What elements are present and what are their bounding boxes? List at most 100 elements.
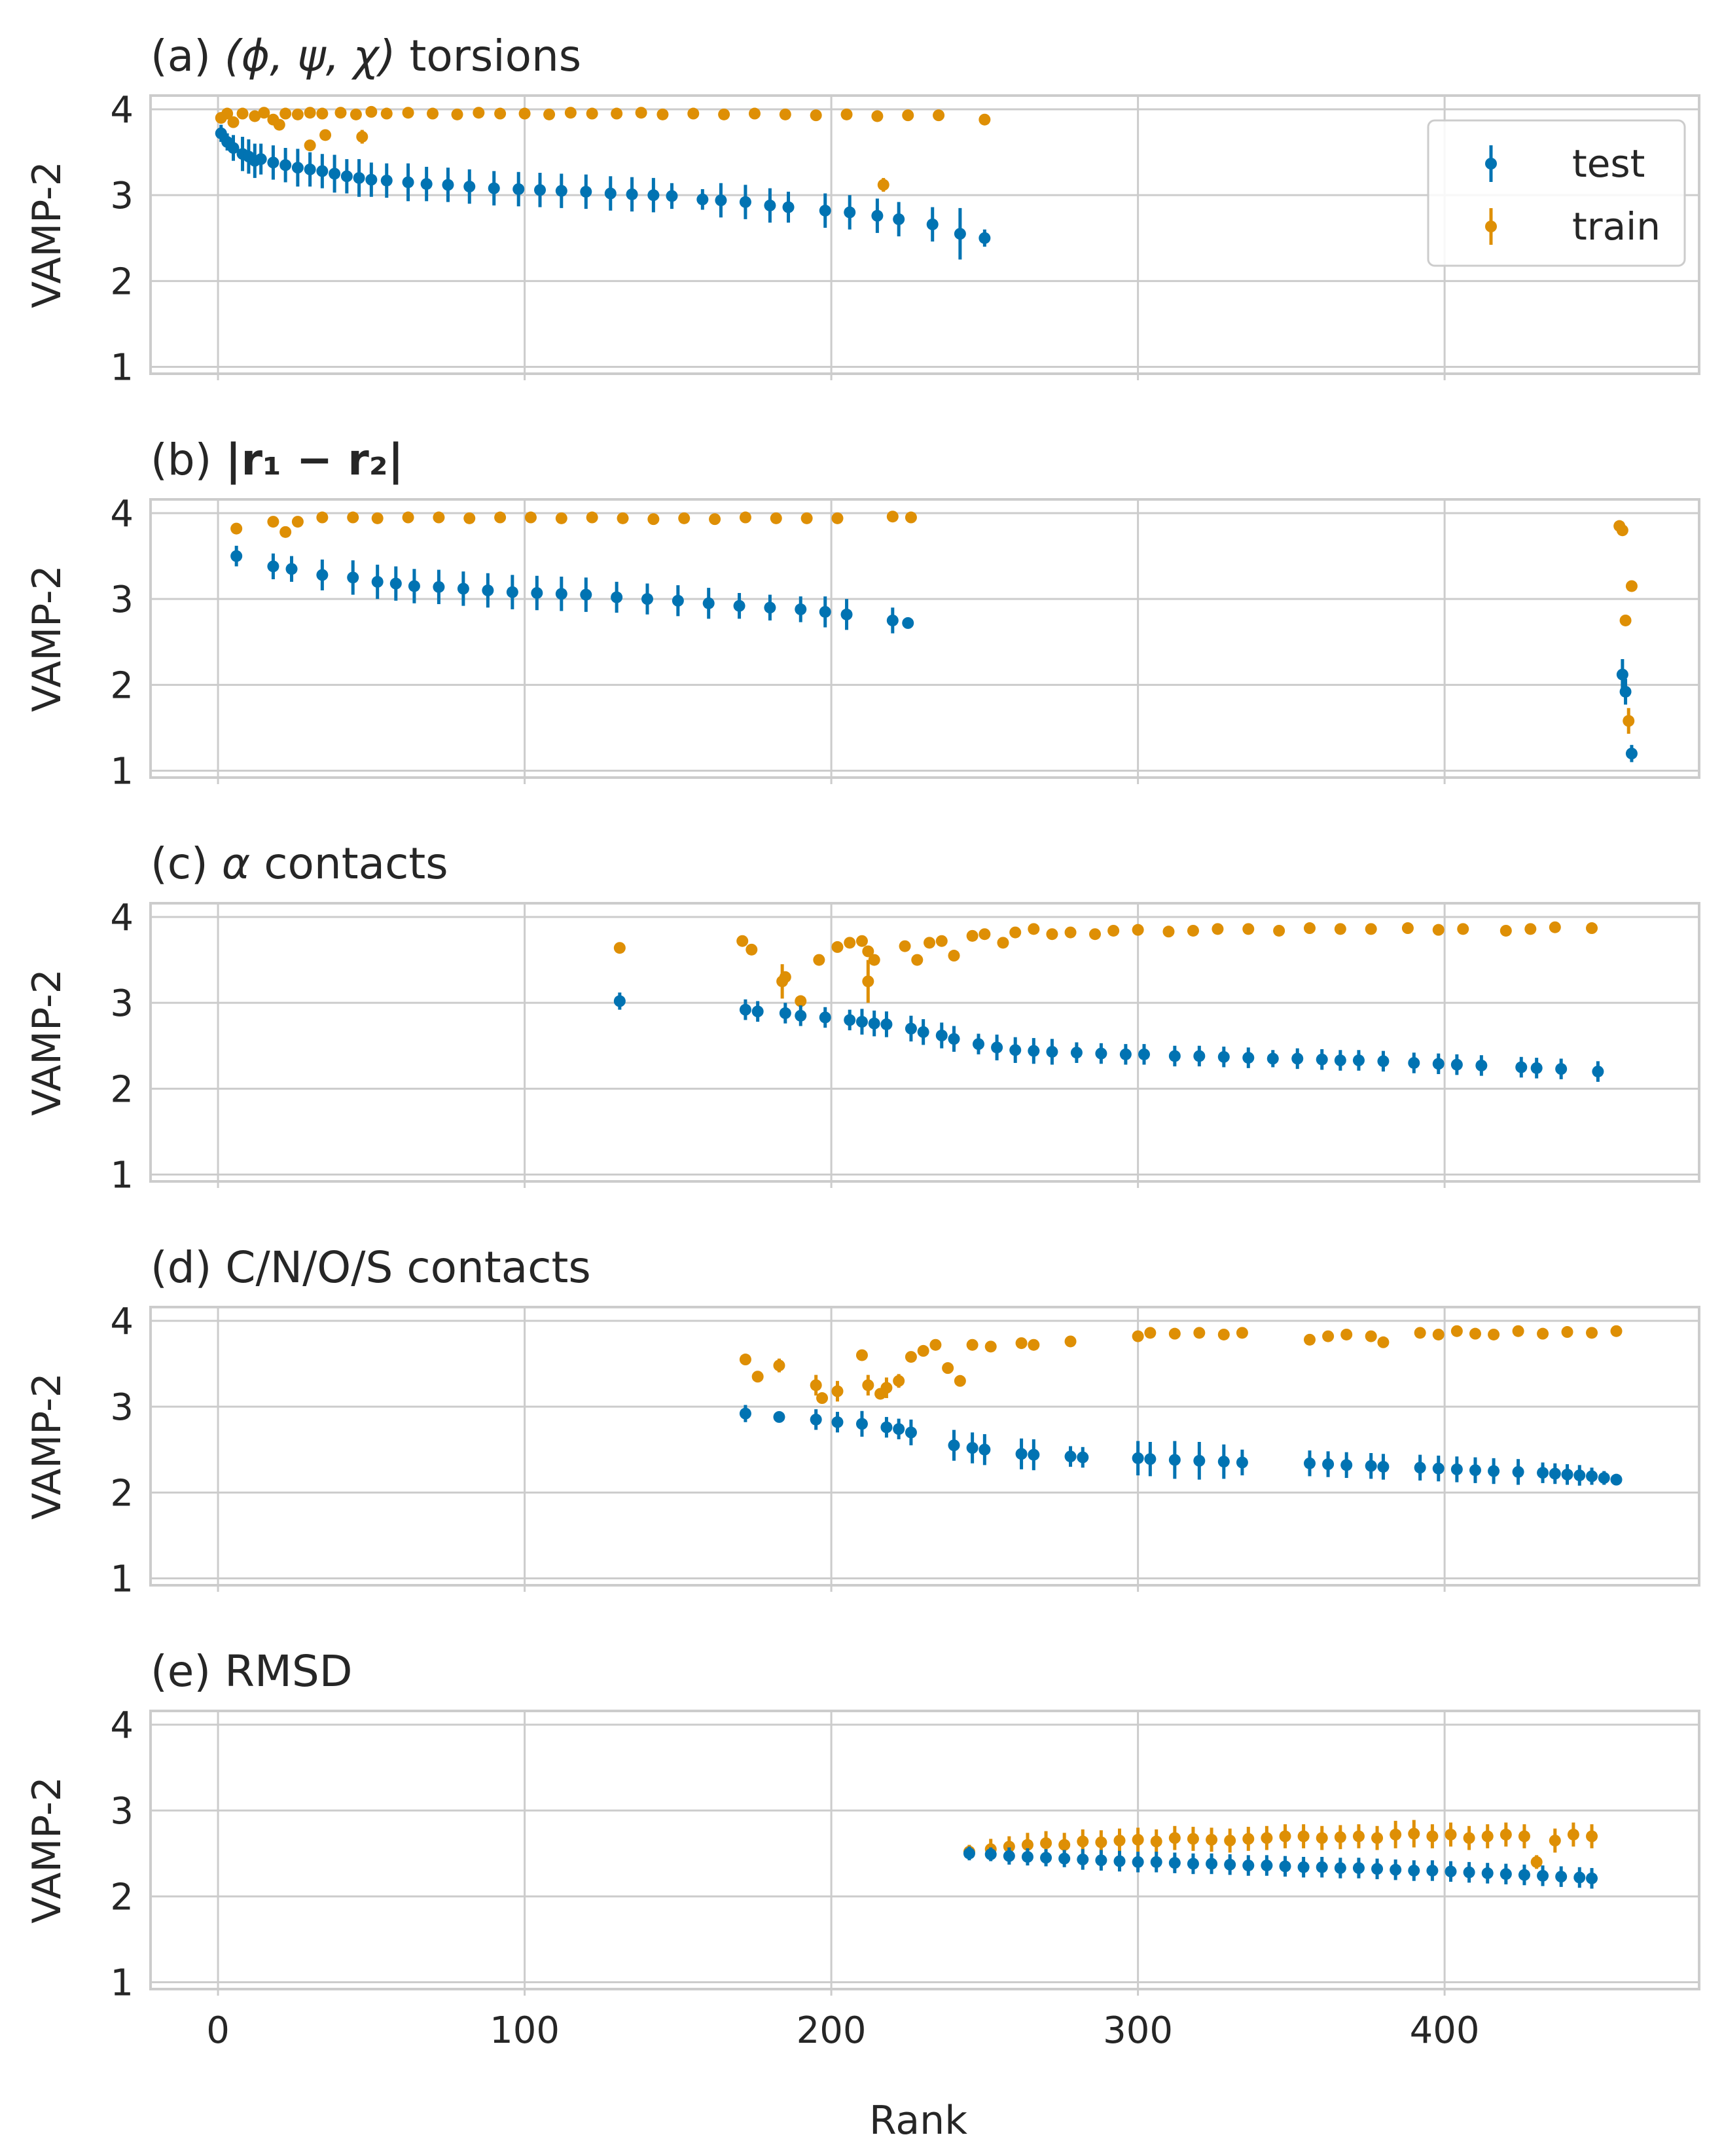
- y-axis-label: VAMP-2: [24, 1373, 70, 1520]
- data-point: [1619, 614, 1632, 626]
- data-point: [543, 108, 556, 120]
- panel-title-math: α: [222, 838, 251, 889]
- y-tick-label: 4: [110, 1301, 134, 1343]
- data-point: [1077, 1835, 1089, 1848]
- data-point: [1537, 1467, 1549, 1479]
- data-point: [795, 995, 807, 1007]
- data-point: [1021, 1839, 1033, 1851]
- data-point: [1303, 1333, 1316, 1346]
- data-point: [1586, 1470, 1598, 1482]
- data-point: [1432, 924, 1445, 936]
- data-point: [844, 206, 856, 219]
- data-point: [215, 127, 227, 139]
- data-point: [555, 512, 567, 524]
- data-point: [1303, 922, 1316, 935]
- panel-title-math: (ϕ, ψ, χ): [224, 31, 396, 81]
- y-tick-label: 3: [110, 175, 134, 217]
- data-point: [810, 109, 822, 122]
- data-point: [917, 1026, 929, 1038]
- y-tick-label: 3: [110, 1790, 134, 1833]
- data-point: [1500, 924, 1512, 937]
- data-point: [905, 511, 917, 524]
- data-point: [782, 201, 795, 213]
- data-point: [227, 142, 240, 154]
- data-point: [1322, 1330, 1335, 1342]
- data-point: [1064, 1450, 1077, 1463]
- data-point: [656, 108, 669, 120]
- axes-frame: [149, 1710, 1700, 1990]
- data-point: [647, 513, 660, 526]
- data-point: [1340, 1328, 1353, 1340]
- data-point: [862, 945, 874, 958]
- data-point: [1291, 1052, 1304, 1065]
- data-point: [1009, 1044, 1022, 1056]
- panel-title-prefix: (d): [151, 1242, 225, 1293]
- panels: (a) (ϕ, ψ, χ) torsions 1 2 3 4 VAMP-2 test trai…: [24, 31, 1700, 2052]
- legend-marker: [1485, 158, 1497, 170]
- data-point: [1028, 923, 1040, 935]
- data-point: [267, 156, 279, 169]
- data-point: [1217, 1051, 1230, 1063]
- data-point: [935, 935, 948, 947]
- data-point: [871, 110, 884, 122]
- data-point: [473, 107, 485, 119]
- data-point: [1028, 1339, 1040, 1351]
- data-point: [880, 1018, 893, 1030]
- data-point: [1187, 1833, 1199, 1845]
- panel-title-prefix: (b): [151, 435, 225, 485]
- data-point: [810, 1379, 822, 1392]
- data-point: [1303, 1457, 1316, 1469]
- data-point: [984, 1848, 997, 1861]
- data-point: [954, 228, 966, 240]
- data-point: [1316, 1861, 1328, 1873]
- data-point: [1279, 1860, 1291, 1873]
- data-point: [1058, 1839, 1071, 1851]
- series-train: [963, 1820, 1598, 1869]
- data-point: [626, 188, 638, 200]
- y-tick-label: 2: [110, 664, 134, 707]
- data-point: [997, 937, 1009, 949]
- data-point: [905, 1022, 917, 1035]
- data-point: [831, 512, 844, 524]
- data-point: [1586, 1327, 1598, 1339]
- data-point: [1610, 1325, 1623, 1337]
- y-tick-label: 3: [110, 1386, 134, 1429]
- data-point: [1371, 1863, 1384, 1875]
- x-tick-label: 100: [490, 2009, 560, 2052]
- data-point: [1549, 1467, 1561, 1480]
- panel-title-text: contacts: [250, 838, 448, 889]
- data-point: [926, 218, 939, 230]
- data-point: [641, 593, 653, 605]
- data-point: [1352, 1862, 1365, 1875]
- data-point: [933, 109, 945, 122]
- data-point: [506, 586, 518, 598]
- data-point: [534, 184, 547, 196]
- data-point: [1168, 1327, 1181, 1340]
- data-point: [279, 107, 292, 120]
- data-point: [488, 182, 500, 194]
- series-train: [215, 105, 991, 192]
- data-point: [1365, 1330, 1377, 1342]
- data-point: [948, 1033, 960, 1045]
- data-point: [304, 163, 316, 175]
- data-point: [230, 550, 243, 562]
- y-axis-label: VAMP-2: [24, 565, 70, 712]
- data-point: [979, 113, 991, 126]
- data-point: [1107, 924, 1120, 937]
- data-point: [555, 185, 567, 197]
- data-point: [840, 608, 853, 620]
- data-point: [871, 209, 884, 222]
- data-point: [886, 511, 899, 523]
- data-point: [1488, 1328, 1500, 1340]
- data-point: [1046, 928, 1058, 941]
- axes-frame: [149, 94, 1700, 375]
- data-point: [1279, 1830, 1291, 1842]
- data-point: [1021, 1850, 1033, 1863]
- data-point: [1168, 1050, 1181, 1062]
- data-point: [1481, 1830, 1494, 1842]
- data-point: [319, 129, 332, 141]
- data-point: [512, 183, 525, 195]
- panel-d: (d) C/N/O/S contacts 1 2 3 4 VAMP-2: [24, 1242, 1700, 1601]
- panel-title-text: torsions: [395, 31, 581, 81]
- data-point: [948, 1439, 960, 1452]
